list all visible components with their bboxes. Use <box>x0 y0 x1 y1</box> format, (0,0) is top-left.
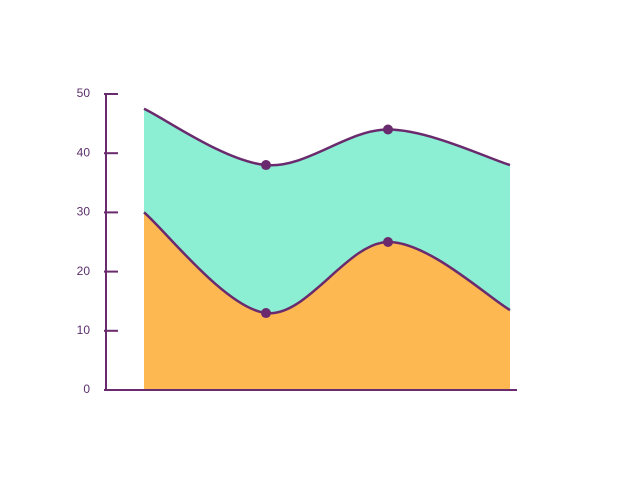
y-tick-label: 30 <box>77 205 91 219</box>
area <box>144 108 510 314</box>
y-tick-label: 40 <box>77 145 91 159</box>
y-tick-label: 10 <box>77 323 91 337</box>
line <box>143 211 511 315</box>
area <box>144 212 510 390</box>
y-tick-label: 50 <box>77 86 91 100</box>
y-tick-label: 0 <box>83 382 90 396</box>
marker <box>383 124 393 135</box>
marker <box>261 308 271 319</box>
line <box>143 107 511 167</box>
marker <box>261 160 271 171</box>
marker <box>383 237 393 247</box>
y-tick-label: 20 <box>77 264 91 278</box>
